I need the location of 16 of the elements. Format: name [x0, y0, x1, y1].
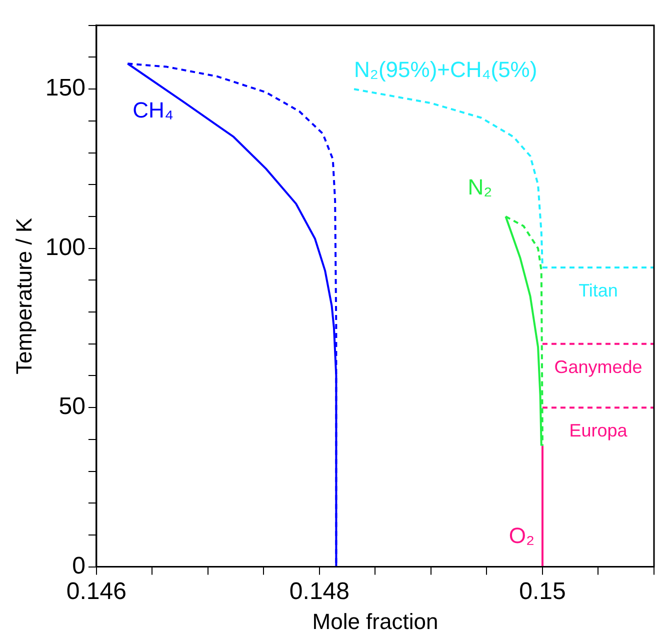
series-label: CH₄ — [132, 98, 174, 123]
series-label: Ganymede — [554, 356, 642, 377]
y-axis-title: Temperature / K — [11, 218, 36, 374]
x-axis-title: Mole fraction — [312, 608, 438, 634]
x-tick-label: 0.146 — [66, 578, 126, 605]
series-label: Titan — [578, 280, 618, 300]
y-tick-label: 100 — [45, 234, 86, 261]
series-label: N₂ — [468, 174, 492, 200]
x-tick-label: 0.15 — [519, 578, 566, 605]
series-label: N₂(95%)+CH₄(5%) — [354, 57, 538, 82]
series-label: O₂ — [508, 522, 534, 548]
series-label: Europa — [569, 420, 628, 441]
y-tick-label: 150 — [45, 74, 86, 102]
y-tick-label: 50 — [58, 393, 86, 420]
x-tick-label: 0.148 — [289, 578, 350, 605]
y-tick-label: 0 — [72, 552, 86, 580]
